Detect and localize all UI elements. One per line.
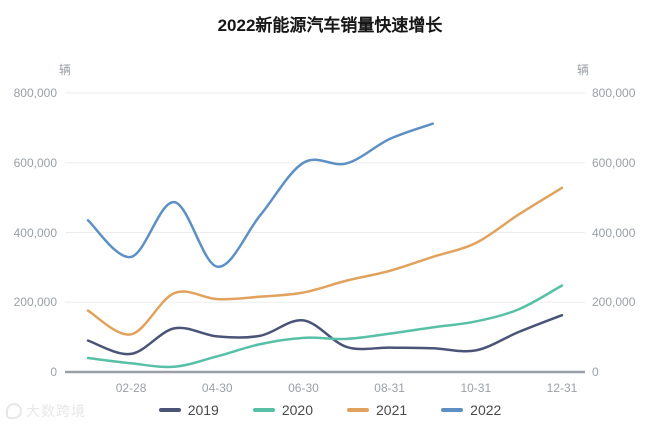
y-tick-label: 0 xyxy=(50,365,57,379)
legend-label: 2020 xyxy=(281,402,313,418)
series-line-2020 xyxy=(86,284,564,369)
legend-item-2019[interactable]: 2019 xyxy=(158,402,219,418)
legend-label: 2021 xyxy=(376,402,408,418)
y-tick-label: 400,000 xyxy=(592,225,636,240)
y-tick-label: 800,000 xyxy=(592,86,636,100)
y-tick-label: 200,000 xyxy=(13,295,57,310)
x-tick-label: 02-28 xyxy=(115,381,147,395)
legend-item-2021[interactable]: 2021 xyxy=(347,402,407,418)
y-tick-label: 600,000 xyxy=(592,155,636,170)
y-axis-unit-left: 辆 xyxy=(59,63,72,77)
legend-label: 2019 xyxy=(187,402,219,418)
x-tick-label: 08-31 xyxy=(374,381,405,395)
x-tick-label: 12-31 xyxy=(546,381,578,395)
legend-item-2022[interactable]: 2022 xyxy=(441,402,501,418)
x-tick-label: 06-30 xyxy=(288,381,319,395)
x-tick-label: 04-30 xyxy=(201,381,233,395)
watermark: 大数跨境 xyxy=(6,401,86,421)
y-axis-unit-right: 辆 xyxy=(577,63,590,77)
chart-title: 2022新能源汽车销量快速增长 xyxy=(217,16,443,35)
y-tick-label: 400,000 xyxy=(13,225,57,240)
x-tick-label: 10-31 xyxy=(460,381,492,395)
gridlines xyxy=(65,92,585,303)
legend-swatch-icon xyxy=(252,408,275,412)
y-tick-label: 0 xyxy=(592,365,599,379)
y-tick-label: 600,000 xyxy=(13,155,57,170)
legend-label: 2022 xyxy=(470,402,502,418)
series-line-2022 xyxy=(86,122,434,268)
series-line-2021 xyxy=(86,186,564,336)
legend: 2019 2020 2021 2022 xyxy=(0,402,660,418)
legend-item-2020[interactable]: 2020 xyxy=(252,402,313,418)
watermark-logo-icon xyxy=(6,403,22,419)
legend-swatch-icon xyxy=(441,408,464,412)
legend-swatch-icon xyxy=(347,408,369,412)
y-tick-label: 200,000 xyxy=(592,295,636,310)
watermark-text: 大数跨境 xyxy=(26,403,86,419)
series-line-2019 xyxy=(86,313,564,356)
y-tick-label: 800,000 xyxy=(13,86,57,100)
legend-swatch-icon xyxy=(158,408,181,412)
